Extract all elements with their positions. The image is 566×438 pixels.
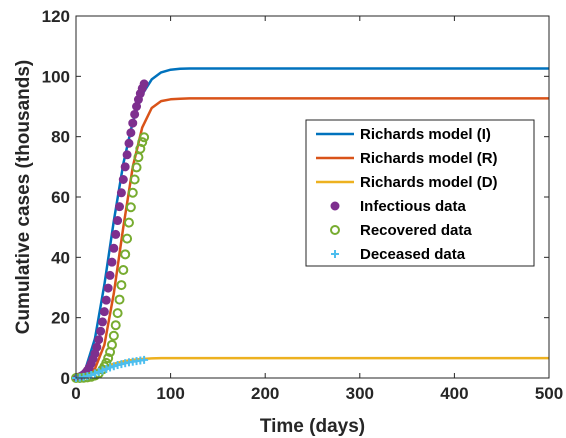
- data-point: [120, 249, 131, 260]
- data-point: [110, 320, 121, 331]
- data-point: [92, 342, 102, 352]
- y-tick-label: 0: [61, 369, 70, 388]
- data-point: [108, 330, 119, 341]
- data-point: [127, 187, 138, 198]
- data-point: [109, 243, 119, 253]
- y-tick-label: 20: [51, 309, 70, 328]
- data-point: [120, 162, 130, 172]
- data-point: [97, 317, 107, 327]
- legend-label: Recovered data: [360, 222, 472, 239]
- series-markers: [71, 132, 150, 383]
- data-point: [129, 174, 140, 185]
- data-point: [98, 366, 107, 375]
- plot-area: [71, 67, 549, 383]
- data-point: [106, 339, 117, 350]
- data-point: [126, 128, 136, 138]
- legend-label: Infectious data: [360, 198, 467, 215]
- legend-item: Deceased data: [331, 246, 466, 263]
- x-tick-label: 400: [440, 384, 468, 403]
- data-point: [96, 326, 106, 336]
- series-line: [75, 356, 549, 380]
- data-point: [131, 162, 142, 173]
- legend-swatch: [330, 201, 340, 211]
- data-point: [128, 118, 138, 128]
- y-tick-label: 100: [42, 67, 70, 86]
- data-point: [116, 188, 126, 198]
- legend: Richards model (I) Richards model (R) Rich…: [305, 119, 535, 267]
- y-tick-label: 80: [51, 128, 70, 147]
- data-point: [109, 362, 118, 371]
- data-point: [113, 216, 123, 226]
- axis-ticks: 0 100 200 300 400 500 0 20 40 60 80 100 120: [42, 7, 564, 403]
- y-tick-label: 120: [42, 7, 70, 26]
- data-point: [140, 355, 149, 364]
- data-point: [103, 353, 114, 364]
- legend-item: Richards model (I): [316, 126, 491, 143]
- y-tick-label: 40: [51, 248, 70, 267]
- data-point: [101, 295, 111, 305]
- x-tick-label: 500: [535, 384, 563, 403]
- data-point: [99, 307, 109, 317]
- x-tick-label: 200: [251, 384, 279, 403]
- legend-item: Infectious data: [330, 198, 467, 215]
- series-line: [75, 67, 549, 379]
- data-point: [124, 138, 134, 148]
- data-point: [118, 175, 128, 185]
- data-point: [137, 137, 148, 148]
- legend-item: Recovered data: [330, 222, 472, 239]
- series-markers: [72, 355, 149, 382]
- data-point: [115, 202, 125, 212]
- data-point: [130, 109, 140, 119]
- data-point: [125, 202, 136, 213]
- legend-item: Richards model (R): [316, 150, 498, 167]
- legend-swatch: [331, 250, 339, 258]
- x-tick-label: 100: [156, 384, 184, 403]
- legend-label: Deceased data: [360, 246, 466, 263]
- x-axis-label: Time (days): [260, 416, 365, 437]
- y-tick-label: 60: [51, 188, 70, 207]
- y-axis-label: Cumulative cases (thousands): [13, 60, 34, 335]
- legend-box: [305, 119, 535, 267]
- data-point: [111, 229, 121, 239]
- data-point: [112, 308, 123, 319]
- data-point: [139, 132, 150, 143]
- data-point: [118, 265, 129, 276]
- data-point: [122, 233, 133, 244]
- legend-label: Richards model (I): [360, 126, 491, 143]
- data-point: [123, 217, 134, 228]
- data-point: [139, 79, 149, 89]
- data-point: [106, 363, 115, 372]
- legend-item: Richards model (D): [316, 174, 498, 191]
- data-point: [122, 150, 132, 160]
- data-point: [102, 364, 111, 373]
- data-point: [103, 283, 113, 293]
- x-tick-label: 300: [346, 384, 374, 403]
- legend-label: Richards model (R): [360, 150, 498, 167]
- x-tick-label: 0: [71, 384, 80, 403]
- legend-label: Richards model (D): [360, 174, 498, 191]
- data-point: [105, 270, 115, 280]
- data-point: [94, 367, 103, 376]
- data-point: [114, 294, 125, 305]
- data-point: [116, 280, 127, 291]
- series-line: [75, 97, 549, 380]
- data-point: [83, 372, 92, 381]
- data-point: [90, 369, 99, 378]
- data-point: [107, 257, 117, 267]
- data-point: [94, 335, 104, 345]
- legend-swatch: [330, 225, 340, 235]
